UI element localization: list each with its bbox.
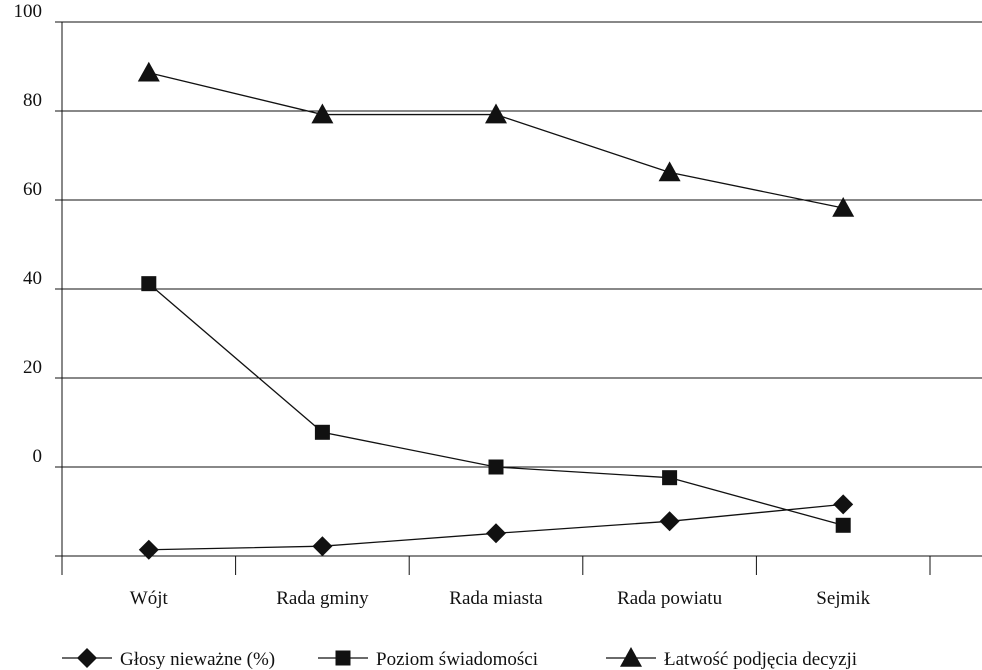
data-point: [486, 523, 506, 544]
data-point: [662, 470, 678, 486]
x-axis-ticks: Wójt Rada gminy Rada miasta Rada powiatu Sej…: [130, 556, 931, 609]
y-tick-label: 40: [23, 268, 42, 289]
x-tick-label: Sejmik: [816, 588, 870, 609]
y-tick-label: 0: [33, 446, 43, 467]
data-point: [488, 459, 504, 475]
series-triangle: [137, 61, 855, 217]
data-point: [141, 276, 157, 292]
legend-label: Głosy nieważne (%): [120, 649, 275, 670]
legend-label: Poziom świadomości: [376, 649, 538, 670]
legend-marker: [335, 650, 351, 666]
data-point: [833, 494, 854, 515]
data-point: [835, 517, 851, 533]
data-point: [658, 161, 681, 182]
data-point: [138, 539, 159, 560]
series-line: [148, 72, 844, 209]
legend-item: Poziom świadomości: [318, 649, 538, 670]
legend-item: Głosy nieważne (%): [62, 648, 275, 670]
series-lines: [137, 61, 855, 560]
y-tick-label: 60: [23, 179, 42, 200]
data-point: [314, 424, 330, 440]
legend-marker: [77, 648, 97, 668]
legend-item: Łatwość podjęcia decyzji: [606, 647, 857, 670]
x-tick-label: Wójt: [130, 588, 169, 609]
series-diamond: [138, 494, 854, 560]
series-line: [148, 283, 844, 526]
y-axis-ticks: 100 80 60 40 20 0: [14, 1, 43, 467]
gridlines: [55, 21, 982, 557]
x-tick-label: Rada powiatu: [617, 588, 723, 609]
legend: Głosy nieważne (%) Poziom świadomości Łatw…: [62, 647, 857, 670]
x-tick-label: Rada gminy: [276, 588, 369, 609]
data-point: [659, 511, 680, 532]
data-point: [832, 197, 855, 217]
series-square: [141, 276, 851, 533]
y-tick-label: 80: [23, 90, 42, 111]
data-point: [311, 103, 334, 124]
data-point: [312, 536, 333, 557]
legend-marker: [620, 647, 642, 667]
x-tick-label: Rada miasta: [449, 588, 543, 609]
data-point: [137, 61, 160, 82]
y-tick-label: 20: [23, 357, 42, 378]
y-tick-label: 100: [14, 1, 43, 22]
data-point: [485, 103, 507, 124]
legend-label: Łatwość podjęcia decyzji: [664, 649, 857, 670]
